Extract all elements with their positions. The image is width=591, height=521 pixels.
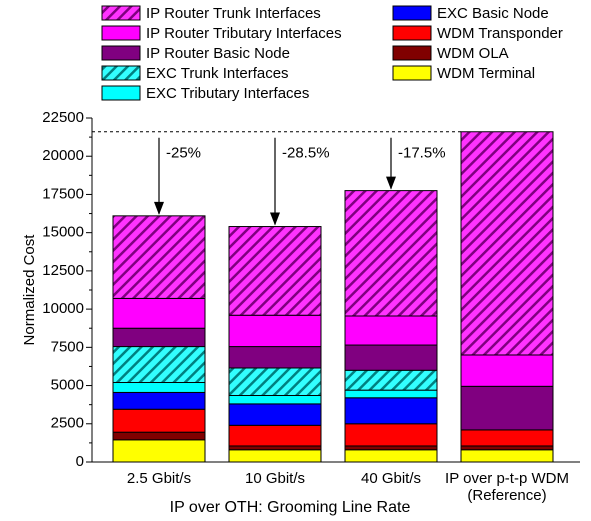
bar-segment [344, 445, 438, 451]
legend-label: IP Router Basic Node [146, 45, 290, 62]
legend-swatch [101, 45, 141, 61]
y-tick-label: 10000 [42, 300, 84, 317]
x-tick-label: 40 Gbit/s [360, 470, 422, 487]
legend-label: IP Router Trunk Interfaces [146, 5, 321, 22]
legend-label: WDM Transponder [437, 25, 563, 42]
y-tick-label: 5000 [51, 377, 84, 394]
bar-segment [460, 354, 554, 387]
bar-segment [344, 190, 438, 317]
bar-segment [228, 445, 322, 451]
arrow-head [386, 176, 396, 190]
bar-segment [112, 391, 206, 410]
bar-segment [228, 424, 322, 447]
bar-segment [112, 408, 206, 433]
bar-segment [344, 389, 438, 399]
bar-segment [228, 403, 322, 426]
legend-swatch [101, 65, 141, 81]
bar-segment [112, 346, 206, 383]
bar-segment [344, 369, 438, 391]
bar-segment [112, 431, 206, 441]
legend-swatch [101, 25, 141, 41]
arrow-head [154, 201, 164, 215]
annotation: -17.5% [398, 145, 446, 162]
y-tick-label: 22500 [42, 109, 84, 126]
y-axis-label: Normalized Cost [21, 234, 38, 346]
bar-segment [460, 131, 554, 356]
y-tick-label: 0 [76, 453, 84, 470]
x-axis-label: IP over OTH: Grooming Line Rate [170, 499, 411, 516]
bar-segment [460, 445, 554, 451]
annotation: -25% [166, 145, 201, 162]
legend-label: EXC Trunk Interfaces [146, 65, 289, 82]
bar-segment [344, 423, 438, 447]
legend-label: IP Router Tributary Interfaces [146, 25, 342, 42]
bar-segment [344, 344, 438, 371]
bar-segment [228, 346, 322, 369]
legend-swatch [101, 5, 141, 21]
annotation: -28.5% [282, 145, 330, 162]
legend-swatch [101, 85, 141, 101]
y-tick-label: 12500 [42, 262, 84, 279]
legend-label: WDM OLA [437, 45, 509, 62]
y-tick-label: 20000 [42, 147, 84, 164]
legend-label: EXC Tributary Interfaces [146, 85, 309, 102]
arrow-head [270, 212, 280, 226]
legend-label: EXC Basic Node [437, 5, 549, 22]
bar-segment [228, 367, 322, 396]
bar-segment [228, 394, 322, 405]
bar-segment [112, 381, 206, 393]
y-tick-label: 7500 [51, 338, 84, 355]
bar-segment [112, 327, 206, 348]
x-tick-label: 2.5 Gbit/s [126, 470, 192, 487]
bar-segment [344, 449, 438, 463]
bar-segment [460, 449, 554, 463]
legend-swatch [392, 65, 432, 81]
bar-segment [460, 429, 554, 447]
y-tick-label: 15000 [42, 224, 84, 241]
bar-segment [112, 297, 206, 329]
y-tick-label: 2500 [51, 415, 84, 432]
legend-swatch [392, 45, 432, 61]
bar-segment [228, 314, 322, 348]
y-tick-label: 17500 [42, 185, 84, 202]
legend-label: WDM Terminal [437, 65, 535, 82]
bar-segment [344, 397, 438, 425]
bar-segment [228, 449, 322, 463]
bar-segment [228, 226, 322, 316]
bar-segment [344, 315, 438, 346]
x-tick-label: 10 Gbit/s [244, 470, 306, 487]
bar-segment [112, 215, 206, 299]
legend-swatch [392, 5, 432, 21]
x-tick-label: IP over p-t-p WDM (Reference) [445, 470, 569, 504]
bar-segment [112, 439, 206, 463]
bar-segment [460, 385, 554, 431]
legend-swatch [392, 25, 432, 41]
